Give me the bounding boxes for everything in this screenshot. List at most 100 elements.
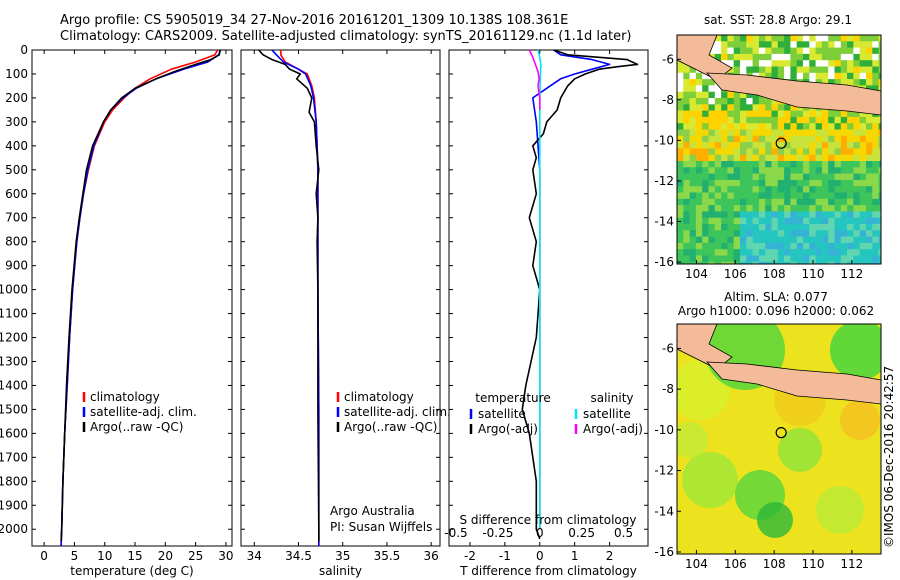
sst-pixel [683,161,690,168]
sst-pixel [840,261,848,264]
sst-pixel [840,173,848,181]
sst-pixel [847,79,854,86]
sst-pixel [803,60,810,67]
sst-pixel [733,167,741,174]
sst-pixel [689,104,697,111]
sst-pixel [840,35,848,42]
sst-pixel [809,217,816,225]
sst-pixel [878,85,881,92]
depth-tick-label: 200 [5,91,28,105]
difference-xtick-label: 2 [606,549,614,563]
sst-pixel [695,72,703,80]
sst-pixel [727,179,734,187]
sst-pixel [847,217,854,225]
sst-pixel [859,249,867,256]
temperature-xtick-label: 30 [218,549,233,563]
sst-pixel [677,167,684,174]
sst-pixel [828,135,835,143]
sst-pixel [821,47,829,55]
sst-pixel [828,123,835,130]
sst-pixel [746,167,753,174]
sst-pixel [815,198,823,206]
sst-pixel [784,249,791,256]
sst-pixel [878,148,881,155]
sst-pixel [714,198,722,206]
sst-pixel [689,255,697,263]
sst-pixel [859,60,867,67]
sst-pixel [695,224,703,231]
difference-top-label: S difference from climatology [460,513,637,527]
sst-pixel [796,47,804,55]
sst-pixel [752,116,760,124]
sst-pixel [815,217,823,225]
sst-pixel [746,104,753,111]
sst-pixel [853,148,860,155]
sst-pixel [777,192,785,200]
sst-pixel [878,47,881,55]
sst-pixel [809,198,816,206]
sla-anomaly-patch [778,428,822,472]
sst-pixel [765,41,772,48]
java-land [706,361,881,405]
sst-pixel [803,116,810,124]
sst-pixel [878,255,881,263]
sst-pixel [702,217,709,225]
sst-pixel [689,66,697,74]
sst-pixel [702,198,709,206]
sst-pixel [834,135,842,143]
sst-pixel [758,60,766,67]
sst-pixel [866,79,873,86]
sst-pixel [840,217,848,225]
sst-pixel [721,236,728,244]
sst-pixel [809,205,816,212]
sst-pixel [683,217,690,225]
sst-pixel [784,224,791,231]
sst-pixel [765,98,772,105]
sst-pixel [721,186,728,193]
sst-pixel [727,154,734,162]
sst-pixel [702,261,709,264]
sst-pixel [771,98,779,105]
sst-pixel [859,186,867,193]
sst-pixel [708,148,716,155]
sst-pixel [683,129,690,137]
sst-pixel [847,192,854,200]
sst-pixel [721,123,728,130]
sst-pixel [758,255,766,263]
sst-pixel [853,205,860,212]
sst-pixel [708,186,716,193]
sst-pixel [847,198,854,206]
sst-pixel [853,66,860,74]
sst-pixel [771,217,779,225]
sst-pixel [878,230,881,237]
sst-pixel [683,205,690,212]
sst-pixel [771,35,779,42]
sst-pixel [834,192,842,200]
sst-pixel [746,60,753,67]
sst-pixel [821,179,829,187]
difference-xtick-label: 0 [536,549,544,563]
sst-pixel [866,224,873,231]
sst-pixel [790,179,797,187]
sst-pixel [733,217,741,225]
sst-pixel [777,135,785,143]
sst-pixel [790,123,797,130]
sst-pixel [803,230,810,237]
sst-pixel [765,60,772,67]
sst-pixel [746,35,753,42]
sst-pixel [746,66,753,74]
sst-pixel [809,47,816,55]
sla-map-ytick-label: -10 [654,423,674,437]
sst-pixel [821,205,829,212]
sst-pixel [771,192,779,200]
sst-pixel [721,173,728,181]
sst-pixel [683,186,690,193]
java-land [706,72,881,116]
sst-pixel [752,35,760,42]
sst-pixel [872,242,879,250]
sst-pixel [803,242,810,250]
depth-tick-label: 1000 [0,283,28,297]
depth-tick-label: 1100 [0,307,28,321]
sst-pixel [784,186,791,193]
sst-pixel [746,186,753,193]
